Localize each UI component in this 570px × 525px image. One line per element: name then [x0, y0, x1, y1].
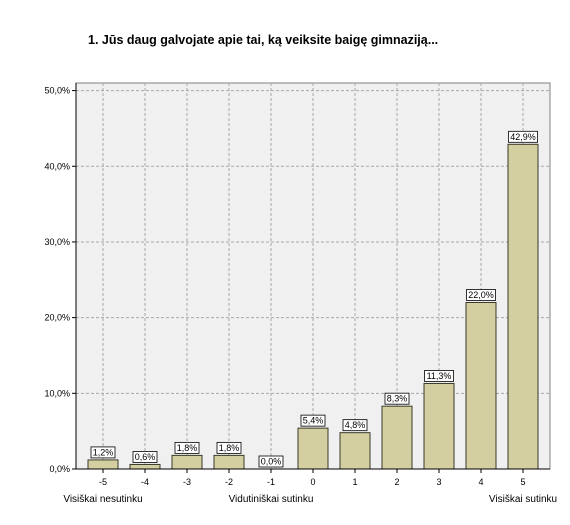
axis-annotation: Vidutiniškai sutinku [229, 494, 314, 505]
x-tick-label: 0 [310, 477, 315, 487]
data-label-box [466, 289, 496, 301]
x-tick-label: -1 [267, 477, 275, 487]
x-tick-label: -3 [183, 477, 191, 487]
data-label: 4,8% [345, 420, 366, 430]
bar [339, 432, 371, 470]
bar [171, 454, 203, 470]
data-label: 22,0% [468, 290, 494, 300]
x-tick-label: 4 [478, 477, 483, 487]
bar [381, 405, 413, 470]
bar [297, 427, 329, 470]
x-tick-label: 2 [394, 477, 399, 487]
y-tick-label: 0,0% [49, 464, 70, 474]
data-label: 8,3% [387, 394, 408, 404]
chart-title: 1. Jūs daug galvojate apie tai, ką veiks… [88, 33, 439, 47]
x-tick-label: 3 [436, 477, 441, 487]
x-tick-label: 5 [520, 477, 525, 487]
data-label: 1,8% [177, 443, 198, 453]
data-label-box [508, 130, 538, 143]
data-label: 0,6% [135, 452, 156, 462]
data-label-box [342, 419, 368, 432]
axis-annotations: Visiškai nesutinku Vidutiniškai sutinku Vi… [63, 494, 557, 505]
x-axis: -5 -4 -3 -2 -1 0 1 2 3 4 5 [76, 468, 550, 487]
data-label-box [424, 370, 454, 382]
bar [213, 454, 245, 470]
y-tick-label: 50,0% [44, 86, 70, 96]
bar [129, 463, 161, 470]
bars: 1,2% 0,6% 1,8% 1,8% 0,0% 5,4% 4,8% 8,3% 11,3% 22,… [87, 130, 539, 470]
data-label-box [258, 455, 284, 468]
data-label: 42,9% [510, 132, 536, 142]
data-label: 1,2% [93, 447, 114, 457]
y-tick-label: 40,0% [44, 161, 70, 171]
x-tick-label: -2 [225, 477, 233, 487]
data-label: 11,3% [427, 371, 452, 381]
bar [507, 143, 539, 470]
data-label: 1,8% [219, 443, 240, 453]
axis-annotation: Visiškai sutinku [489, 494, 557, 505]
data-label-box [90, 446, 116, 459]
y-tick-label: 10,0% [44, 388, 70, 398]
bar [423, 382, 455, 470]
x-tick-label: -5 [99, 477, 107, 487]
y-axis: 0,0% 10,0% 20,0% 30,0% 40,0% 50,0% [44, 83, 77, 474]
y-tick-label: 20,0% [44, 313, 70, 323]
data-label-box [174, 441, 200, 454]
y-tick-label: 30,0% [44, 237, 70, 247]
data-label-box [300, 414, 326, 427]
data-label-box [216, 441, 242, 454]
bar [465, 301, 497, 470]
x-tick-label: -4 [141, 477, 149, 487]
data-label-box [384, 392, 410, 405]
data-label: 5,4% [303, 416, 324, 426]
data-label: 0,0% [261, 457, 282, 467]
x-tick-label: 1 [352, 477, 357, 487]
bar [87, 459, 119, 470]
data-label-box [132, 451, 158, 463]
axis-annotation: Visiškai nesutinku [63, 494, 142, 505]
